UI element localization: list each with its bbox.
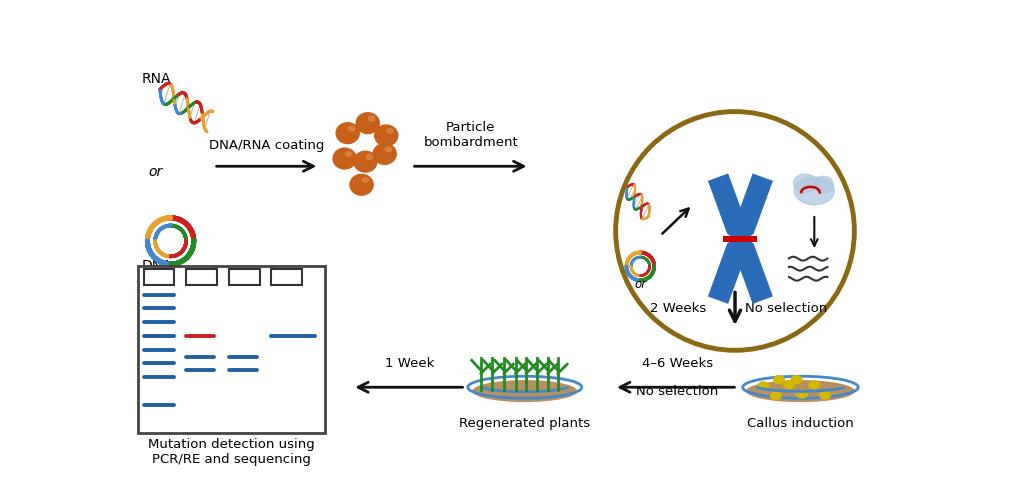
Text: Regenerated plants: Regenerated plants xyxy=(459,416,591,430)
Text: 4–6 Weeks: 4–6 Weeks xyxy=(642,356,713,370)
Ellipse shape xyxy=(819,391,830,399)
Ellipse shape xyxy=(746,380,855,402)
Text: DNA/RNA coating: DNA/RNA coating xyxy=(209,140,325,152)
Text: Particle
bombardment: Particle bombardment xyxy=(424,120,518,148)
Ellipse shape xyxy=(758,382,769,390)
Ellipse shape xyxy=(387,128,393,133)
Text: RNA: RNA xyxy=(142,72,172,86)
Ellipse shape xyxy=(773,376,784,384)
Text: Mutation detection using
PCR/RE and sequencing: Mutation detection using PCR/RE and sequ… xyxy=(148,438,314,466)
Ellipse shape xyxy=(794,174,816,193)
Polygon shape xyxy=(708,174,773,304)
Ellipse shape xyxy=(783,381,795,389)
FancyBboxPatch shape xyxy=(270,270,301,285)
Ellipse shape xyxy=(373,144,396,165)
Text: or: or xyxy=(148,164,163,178)
Ellipse shape xyxy=(350,174,373,195)
Ellipse shape xyxy=(369,116,375,121)
Ellipse shape xyxy=(356,112,379,134)
Ellipse shape xyxy=(348,126,354,131)
Ellipse shape xyxy=(333,148,356,169)
FancyBboxPatch shape xyxy=(229,270,260,285)
Ellipse shape xyxy=(367,154,373,160)
Polygon shape xyxy=(724,236,758,242)
FancyBboxPatch shape xyxy=(186,270,217,285)
Text: 1 Week: 1 Week xyxy=(385,356,434,370)
Ellipse shape xyxy=(385,147,391,152)
Text: No selection: No selection xyxy=(745,302,827,315)
Ellipse shape xyxy=(362,178,369,182)
Ellipse shape xyxy=(345,152,351,156)
Ellipse shape xyxy=(795,177,835,205)
Polygon shape xyxy=(708,174,773,304)
Ellipse shape xyxy=(472,380,578,402)
Ellipse shape xyxy=(797,390,807,398)
Text: or: or xyxy=(634,278,646,291)
Text: No selection: No selection xyxy=(636,385,719,398)
Ellipse shape xyxy=(770,392,781,400)
Ellipse shape xyxy=(809,381,819,389)
Text: Callus induction: Callus induction xyxy=(748,416,854,430)
Ellipse shape xyxy=(814,176,834,193)
Ellipse shape xyxy=(354,151,377,172)
Ellipse shape xyxy=(792,376,802,384)
Circle shape xyxy=(615,112,854,350)
FancyBboxPatch shape xyxy=(143,270,174,285)
Text: 2 Weeks: 2 Weeks xyxy=(650,302,707,315)
Ellipse shape xyxy=(375,125,397,146)
Text: DNA: DNA xyxy=(142,260,173,274)
Ellipse shape xyxy=(336,123,359,144)
FancyBboxPatch shape xyxy=(138,266,325,434)
